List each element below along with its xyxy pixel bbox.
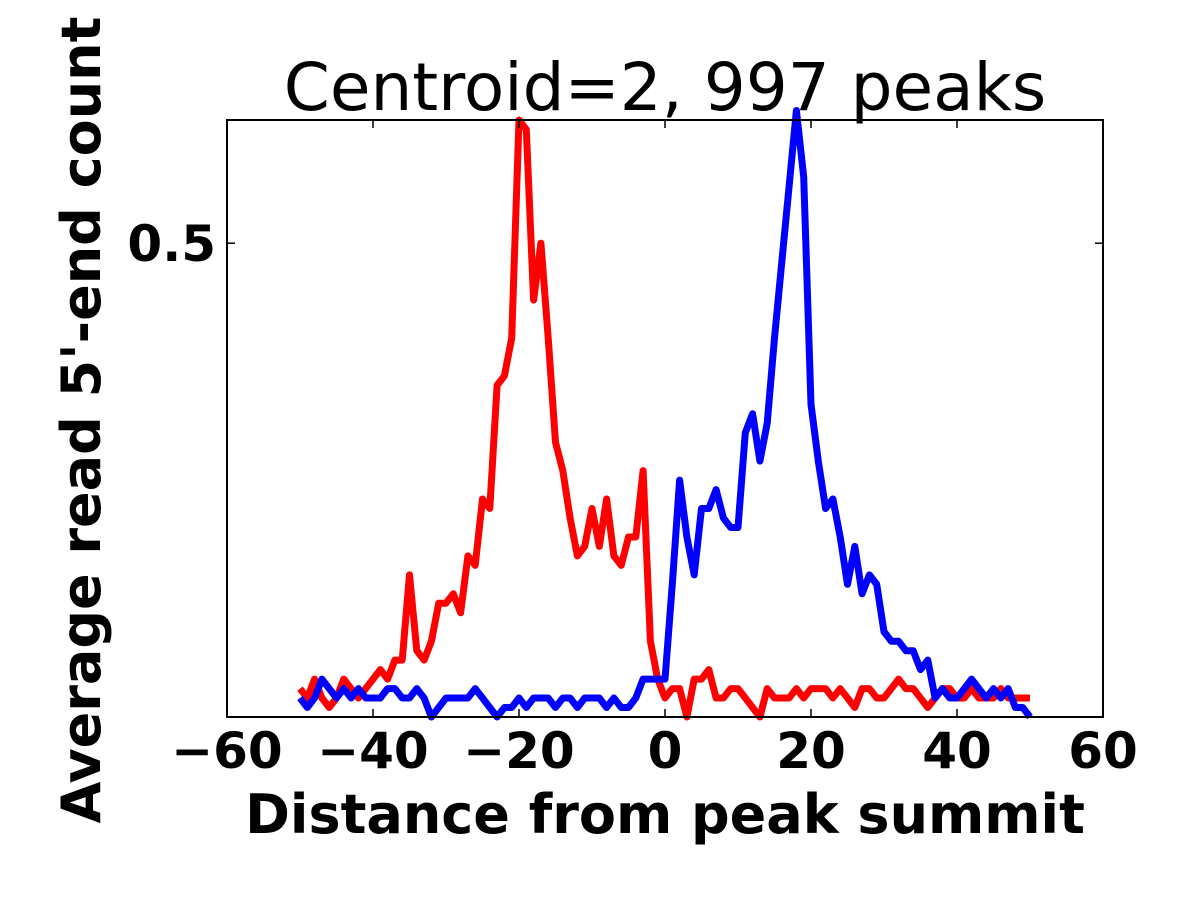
y-tick-label: 0.5 — [127, 215, 216, 273]
x-tick-label: 40 — [922, 722, 992, 780]
ticks-layer: −60 −40 −20 0 20 40 60 0.5 — [127, 120, 1138, 780]
series-line-1 — [297, 116, 1030, 721]
x-tick-label: −60 — [171, 722, 282, 780]
x-tick-label: 0 — [648, 722, 683, 780]
chart-title: Centroid=2, 997 peaks — [284, 49, 1046, 126]
x-tick-label: −20 — [463, 722, 574, 780]
x-tick-label: −40 — [317, 722, 428, 780]
series-layer — [297, 107, 1033, 721]
x-tick-label: 60 — [1068, 722, 1138, 780]
series-line-2 — [297, 107, 1033, 721]
x-tick-label: 20 — [776, 722, 846, 780]
x-axis-label: Distance from peak summit — [245, 783, 1085, 846]
plot-frame — [226, 119, 1104, 718]
y-axis-label: Average read 5'-end count — [50, 17, 113, 824]
